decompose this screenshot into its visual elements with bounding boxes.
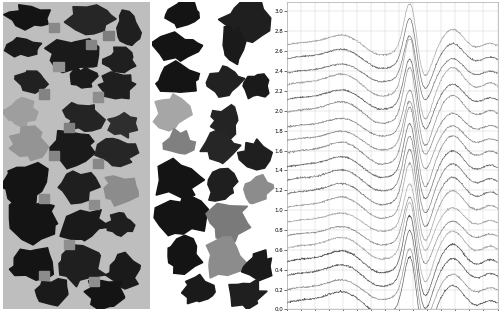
- Polygon shape: [0, 163, 48, 207]
- Polygon shape: [10, 200, 58, 245]
- Polygon shape: [44, 39, 99, 73]
- Polygon shape: [102, 47, 136, 73]
- Polygon shape: [59, 245, 106, 287]
- Polygon shape: [4, 38, 42, 57]
- Polygon shape: [156, 61, 200, 92]
- Polygon shape: [165, 0, 200, 28]
- Bar: [38, 271, 49, 280]
- Bar: [64, 240, 74, 249]
- Polygon shape: [98, 72, 136, 99]
- Polygon shape: [150, 32, 203, 61]
- Bar: [49, 151, 59, 160]
- Polygon shape: [63, 103, 105, 132]
- Polygon shape: [206, 66, 245, 97]
- Bar: [88, 200, 99, 209]
- Bar: [64, 123, 74, 132]
- Polygon shape: [9, 126, 48, 160]
- Bar: [103, 31, 114, 40]
- Polygon shape: [163, 128, 196, 154]
- Polygon shape: [106, 213, 135, 236]
- Polygon shape: [58, 171, 100, 204]
- Polygon shape: [206, 203, 251, 242]
- Polygon shape: [223, 26, 246, 65]
- Polygon shape: [154, 94, 192, 131]
- Polygon shape: [156, 158, 204, 199]
- Polygon shape: [210, 105, 238, 138]
- Polygon shape: [10, 248, 54, 280]
- Polygon shape: [50, 131, 96, 169]
- Polygon shape: [242, 250, 272, 281]
- Polygon shape: [238, 139, 272, 170]
- Polygon shape: [218, 0, 271, 42]
- Bar: [38, 194, 49, 203]
- Polygon shape: [15, 71, 48, 93]
- Polygon shape: [168, 235, 203, 274]
- Polygon shape: [84, 281, 124, 310]
- Bar: [88, 277, 99, 286]
- Polygon shape: [106, 252, 140, 289]
- Polygon shape: [182, 274, 215, 304]
- Polygon shape: [243, 74, 269, 99]
- Polygon shape: [229, 278, 267, 310]
- Bar: [49, 23, 59, 32]
- Bar: [93, 92, 103, 102]
- Polygon shape: [70, 67, 98, 88]
- Polygon shape: [60, 210, 110, 241]
- Polygon shape: [200, 131, 241, 164]
- Bar: [86, 40, 96, 49]
- Bar: [53, 62, 64, 71]
- Polygon shape: [64, 5, 116, 35]
- Polygon shape: [2, 98, 38, 128]
- Polygon shape: [104, 176, 138, 206]
- Polygon shape: [154, 193, 208, 236]
- Polygon shape: [208, 169, 238, 201]
- Polygon shape: [117, 10, 141, 45]
- Polygon shape: [108, 113, 138, 138]
- Polygon shape: [4, 5, 50, 30]
- Polygon shape: [35, 279, 68, 306]
- Bar: [38, 89, 49, 99]
- Bar: [93, 159, 103, 168]
- Polygon shape: [244, 174, 274, 204]
- Polygon shape: [206, 237, 248, 278]
- Polygon shape: [95, 138, 138, 166]
